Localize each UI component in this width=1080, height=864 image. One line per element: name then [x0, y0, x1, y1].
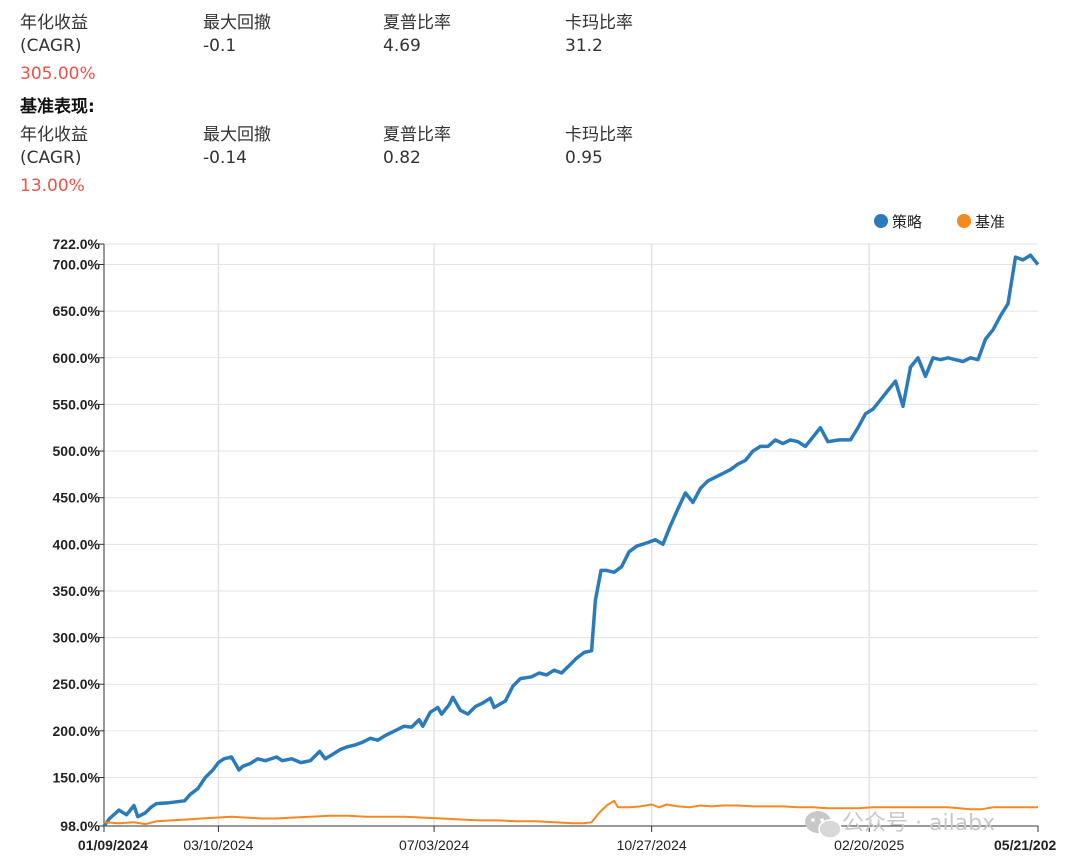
- y-axis-ticks: 98.0% 150.0% 200.0% 250.0% 300.0% 350.0% 400.0…: [53, 236, 101, 834]
- y-tick-label: 150.0%: [53, 770, 101, 786]
- strategy-cagr-label: 年化收益: [20, 13, 88, 33]
- y-tick-label: 500.0%: [53, 443, 101, 459]
- benchmark-calmar-value: 0.95: [565, 148, 603, 168]
- y-tick-label: 700.0%: [53, 257, 101, 273]
- legend-label: 策略: [892, 213, 922, 231]
- benchmark-calmar-label: 卡玛比率: [565, 125, 633, 145]
- benchmark-mdd-value: -0.14: [203, 148, 247, 168]
- legend-label: 基准: [975, 213, 1005, 231]
- benchmark-sharpe-label: 夏普比率: [383, 125, 451, 145]
- x-tick-label: 03/10/2024: [183, 837, 253, 853]
- x-tick-label: 07/03/2024: [399, 837, 469, 853]
- legend-marker: [957, 214, 971, 228]
- benchmark-mdd-label: 最大回撤: [203, 125, 271, 145]
- strategy-mdd-value: -0.1: [203, 36, 237, 56]
- chart-axes: [99, 243, 1039, 832]
- y-tick-label: 350.0%: [53, 583, 101, 599]
- wechat-icon: [805, 811, 842, 839]
- x-tick-label: 01/09/2024: [78, 837, 148, 853]
- y-tick-label: 550.0%: [53, 396, 101, 412]
- watermark-text: 公众号 · ailabx: [842, 811, 995, 836]
- benchmark-cagr-label-abbr: (CAGR): [20, 148, 82, 168]
- y-tick-label: 400.0%: [53, 536, 101, 552]
- strategy-cagr-value: 305.00%: [20, 64, 96, 84]
- chart-grid: [104, 243, 1038, 826]
- strategy-mdd-label: 最大回撤: [203, 13, 271, 33]
- benchmark-sharpe-value: 0.82: [383, 148, 421, 168]
- series-line-strategy: [102, 253, 1040, 828]
- y-tick-label: 300.0%: [53, 630, 101, 646]
- x-tick-label: 10/27/2024: [617, 837, 687, 853]
- x-tick-label: 02/20/2025: [834, 837, 904, 853]
- x-axis-ticks: 01/09/2024 03/10/2024 07/03/2024 10/27/2024…: [78, 837, 1057, 853]
- x-tick-label: 05/21/202: [994, 837, 1056, 853]
- watermark: 公众号 · ailabx: [805, 811, 995, 839]
- y-tick-label: 450.0%: [53, 490, 101, 506]
- benchmark-cagr-label: 年化收益: [20, 125, 88, 145]
- series-line-benchmark: [103, 799, 1038, 826]
- y-tick-label: 250.0%: [53, 676, 101, 692]
- y-tick-label: 650.0%: [53, 303, 101, 319]
- chart-series: [102, 253, 1040, 828]
- strategy-cagr-label-abbr: (CAGR): [20, 36, 82, 56]
- strategy-sharpe-value: 4.69: [383, 36, 421, 56]
- benchmark-heading: 基准表现:: [20, 97, 95, 117]
- chart-legend[interactable]: 策略 基准: [874, 213, 1005, 231]
- strategy-sharpe-label: 夏普比率: [383, 13, 451, 33]
- y-tick-label: 722.0%: [53, 236, 101, 252]
- legend-marker: [874, 214, 888, 228]
- y-tick-label: 200.0%: [53, 723, 101, 739]
- y-tick-label: 600.0%: [53, 350, 101, 366]
- strategy-calmar-label: 卡玛比率: [565, 13, 633, 33]
- benchmark-cagr-value: 13.00%: [20, 176, 85, 196]
- y-tick-label: 98.0%: [60, 818, 100, 834]
- strategy-calmar-value: 31.2: [565, 36, 603, 56]
